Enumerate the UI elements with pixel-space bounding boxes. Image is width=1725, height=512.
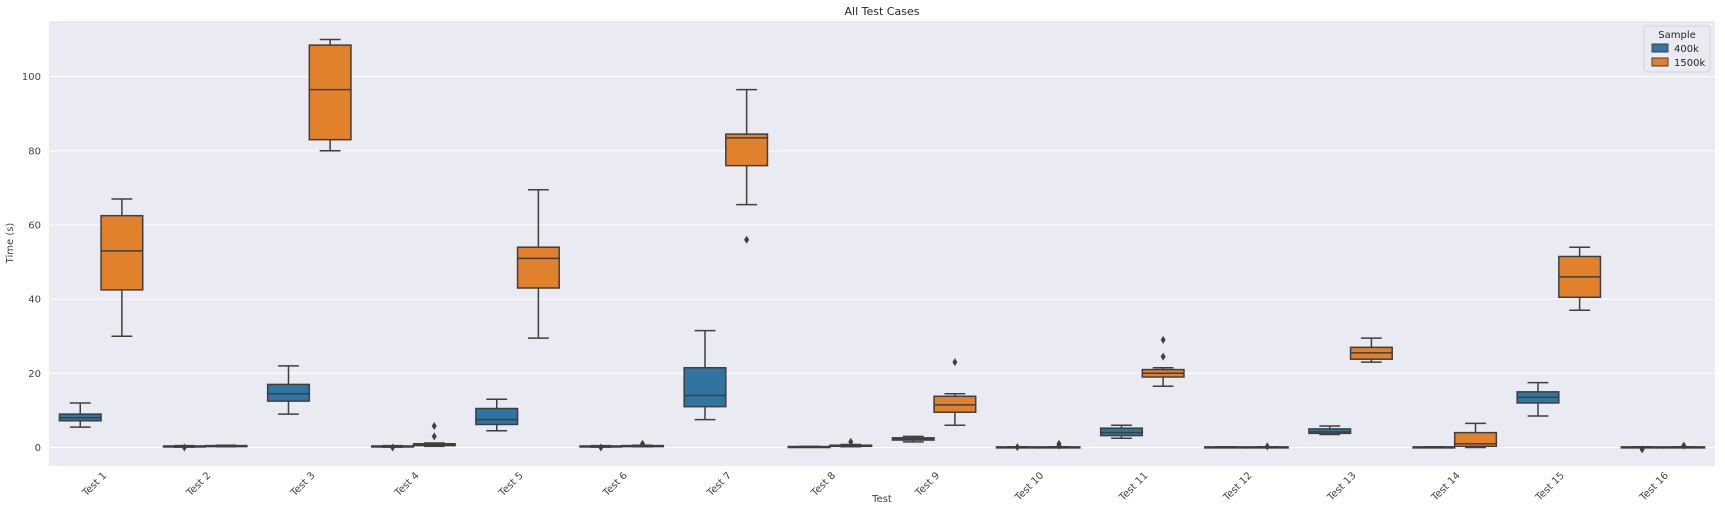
outlier-1 <box>640 439 646 448</box>
box-1500k-7 <box>725 88 769 244</box>
y-axis-label: Time (s) <box>5 223 16 265</box>
box-400k-7 <box>683 329 727 421</box>
box-400k-16 <box>1620 445 1664 454</box>
box-series <box>58 38 1706 454</box>
legend-label-1500k: 1500k <box>1674 58 1705 69</box>
y-tick-label-60: 60 <box>28 220 41 231</box>
box-400k-11 <box>1099 424 1144 439</box>
box-400k-10 <box>995 443 1039 452</box>
y-tick-label-100: 100 <box>22 72 41 83</box>
outlier-1 <box>848 437 854 446</box>
outlier-1 <box>598 443 604 452</box>
outlier-1 <box>390 443 396 452</box>
box-body <box>725 133 769 167</box>
box-400k-1 <box>58 402 102 428</box>
box-400k-4 <box>371 443 415 452</box>
y-axis-ticks: 0 20 40 60 80 100 <box>22 72 41 454</box>
legend-swatch-400k <box>1651 43 1669 53</box>
chart-title: All Test Cases <box>845 5 920 18</box>
outlier-1 <box>1681 441 1687 450</box>
box-body <box>1453 431 1498 448</box>
box-1500k-3 <box>308 38 352 152</box>
box-400k-14 <box>1412 445 1456 449</box>
box-1500k-16 <box>1662 441 1706 450</box>
box-400k-15 <box>1516 381 1560 417</box>
legend-swatch-1500k <box>1651 57 1669 67</box>
box-400k-2 <box>162 443 206 452</box>
y-tick-label-20: 20 <box>28 369 41 380</box>
y-tick-label-0: 0 <box>35 443 41 454</box>
box-body <box>475 407 519 426</box>
outlier-1 <box>431 432 437 441</box>
box-400k-13 <box>1308 425 1352 436</box>
box-400k-8 <box>787 445 831 449</box>
legend-title: Sample <box>1658 30 1696 41</box>
box-1500k-5 <box>516 188 560 339</box>
box-1500k-14 <box>1453 422 1498 449</box>
box-1500k-1 <box>100 198 144 337</box>
outlier-1 <box>1264 442 1270 451</box>
box-1500k-2 <box>204 444 248 448</box>
box-1500k-9 <box>933 358 977 426</box>
outlier-2 <box>431 421 437 430</box>
outlier-1 <box>1014 443 1020 452</box>
outlier-1 <box>1639 445 1645 454</box>
x-axis-label: Test <box>871 494 892 505</box>
box-1500k-13 <box>1349 337 1393 363</box>
outlier-1 <box>952 358 958 367</box>
y-tick-label-80: 80 <box>28 146 41 157</box>
box-400k-5 <box>475 398 519 432</box>
outlier-1 <box>744 235 750 244</box>
legend-label-400k: 400k <box>1674 44 1699 55</box>
box-1500k-4 <box>412 421 456 448</box>
box-400k-12 <box>1204 445 1248 449</box>
box-400k-3 <box>266 365 311 415</box>
box-1500k-10 <box>1037 439 1081 450</box>
outlier-2 <box>1056 439 1062 448</box>
box-1500k-12 <box>1245 442 1289 451</box>
outlier-2 <box>1160 335 1166 344</box>
box-body <box>683 366 727 408</box>
box-body <box>516 246 560 289</box>
legend: Sample 400k 1500k <box>1643 25 1711 73</box>
box-body <box>266 383 311 402</box>
outlier-1 <box>181 443 187 452</box>
box-400k-9 <box>891 435 935 443</box>
box-body <box>308 44 352 141</box>
box-1500k-8 <box>829 437 873 448</box>
y-tick-label-40: 40 <box>28 295 41 306</box>
box-body <box>100 214 144 291</box>
box-1500k-6 <box>620 439 665 448</box>
box-1500k-11 <box>1141 335 1185 388</box>
outlier-1 <box>1160 352 1166 361</box>
box-1500k-15 <box>1558 246 1602 311</box>
